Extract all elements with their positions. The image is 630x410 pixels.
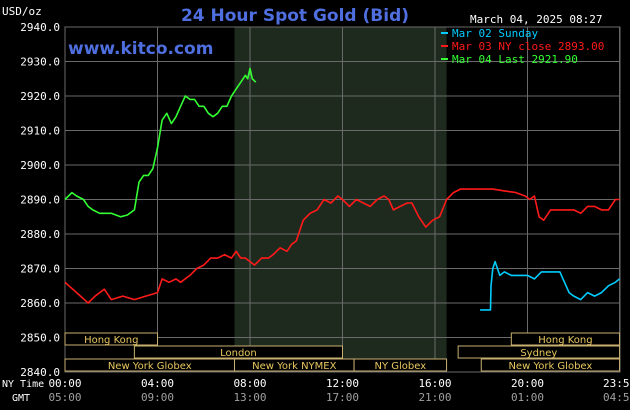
session-label: New York NYMEX: [252, 361, 337, 372]
session-label: London: [220, 348, 257, 359]
session-label: Hong Kong: [538, 335, 592, 346]
y-tick-label: 2860.0: [20, 297, 60, 310]
session-label: New York Globex: [508, 361, 592, 372]
session-bar: NY Globex: [353, 358, 448, 372]
chart-title: 24 Hour Spot Gold (Bid): [181, 6, 409, 26]
x-tick-label-ny: 12:00: [326, 377, 359, 390]
legend-entry: Mar 04 Last 2921.90: [452, 53, 578, 66]
y-tick-label: 2900.0: [20, 159, 60, 172]
session-label: NY Globex: [374, 361, 426, 372]
session-bar: New York Globex: [480, 358, 621, 372]
x-tick-label-gmt: 21:00: [418, 391, 451, 404]
session-bar: Hong Kong: [510, 332, 621, 346]
session-box: [64, 332, 158, 346]
x-tick-label-ny: 08:00: [233, 377, 266, 390]
session-box: [480, 358, 621, 372]
grid-lines: [64, 26, 621, 373]
session-bar: New York Globex: [64, 358, 236, 372]
session-box: [353, 358, 448, 372]
session-box: [133, 345, 343, 359]
price-series: [64, 67, 621, 311]
x-tick-label-gmt: 05:00: [48, 391, 81, 404]
y-tick-label: 2890.0: [20, 194, 60, 207]
y-tick-label: 2910.0: [20, 125, 60, 138]
legend-entry: Mar 03 NY close 2893.00: [452, 40, 604, 53]
y-tick-label: 2850.0: [20, 332, 60, 345]
ny-time-row-label: NY Time: [2, 379, 44, 390]
x-tick-label-ny: 16:00: [418, 377, 451, 390]
x-tick-label-gmt: 09:00: [141, 391, 174, 404]
session-bar: New York NYMEX: [234, 358, 355, 372]
y-tick-label: 2920.0: [20, 90, 60, 103]
session-label: Hong Kong: [84, 335, 138, 346]
gmt-row-label: GMT: [12, 393, 30, 404]
x-tick-label-ny: 23:59: [603, 377, 630, 390]
y-tick-label: 2880.0: [20, 228, 60, 241]
session-label: New York Globex: [108, 361, 192, 372]
x-tick-label-ny: 04:00: [141, 377, 174, 390]
x-tick-label-gmt: 04:59: [603, 391, 630, 404]
y-axis-ticks: 2850.0 2860.0 2870.0 2880.0 2890.0 2900.0 2910…: [20, 21, 60, 379]
x-tick-label-ny: 00:00: [48, 377, 81, 390]
session-bar: London: [133, 345, 343, 359]
chart-datetime: March 04, 2025 08:27: [470, 13, 602, 26]
y-tick-label: 2940.0: [20, 21, 60, 34]
series-line-mar-04: [64, 67, 257, 218]
series-line-mar-03: [64, 188, 620, 304]
session-label: Sydney: [520, 348, 557, 359]
legend-entry: Mar 02 Sunday: [452, 27, 538, 40]
session-box: [510, 332, 621, 346]
x-tick-label-ny: 20:00: [511, 377, 544, 390]
session-bar: Hong Kong: [64, 332, 158, 346]
y-tick-label: 2930.0: [20, 56, 60, 69]
x-tick-label-gmt: 13:00: [233, 391, 266, 404]
y-tick-label: 2870.0: [20, 263, 60, 276]
session-bar: Sydney: [457, 345, 621, 359]
session-box: [457, 345, 621, 359]
x-tick-label-gmt: 17:00: [326, 391, 359, 404]
x-tick-label-gmt: 01:00: [511, 391, 544, 404]
brand-logo-text: www.kitco.com: [68, 39, 213, 59]
series-line-mar-02: [480, 260, 621, 311]
market-sessions: Hong Kong Hong Kong London Sydney New York G…: [64, 332, 621, 372]
y-axis-unit-label: USD/oz: [2, 5, 42, 18]
y-tick-label: 2840.0: [20, 366, 60, 379]
